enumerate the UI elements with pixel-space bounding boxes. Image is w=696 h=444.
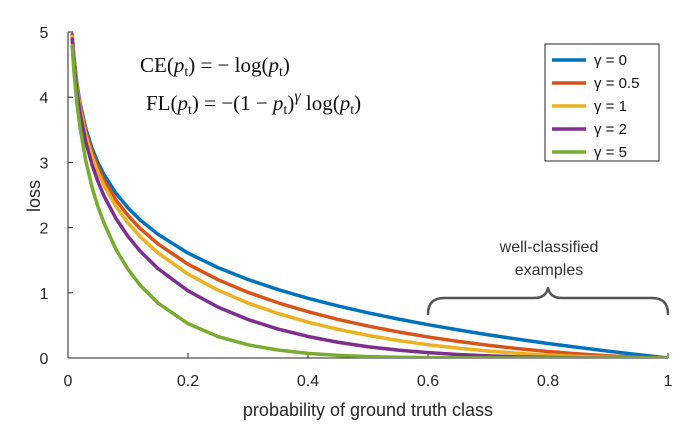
y-tick-label: 1 (40, 286, 49, 303)
y-tick-label: 5 (40, 25, 49, 42)
y-tick-label: 4 (40, 90, 49, 107)
x-tick-label: 0.8 (537, 373, 559, 390)
x-axis-label: probability of ground truth class (243, 400, 493, 420)
x-tick-label: 0.2 (177, 373, 199, 390)
x-tick-label: 1 (664, 373, 673, 390)
fl-formula: FL(pt) = −(1 − pt)γ log(pt) (146, 88, 361, 118)
legend-box (544, 43, 660, 162)
axis-ticks: 0 0.2 0.4 0.6 0.8 1 0 1 2 3 4 5 (40, 25, 673, 390)
legend-label: γ = 2 (594, 121, 627, 138)
legend-label: γ = 1 (594, 98, 627, 115)
x-tick-label: 0.6 (417, 373, 439, 390)
series-line-gamma-5 (70, 43, 668, 358)
legend-label: γ = 0.5 (594, 75, 639, 92)
ce-formula: CE(pt) = − log(pt) (140, 53, 290, 80)
y-tick-label: 0 (40, 351, 49, 368)
series-line-gamma-1 (70, 35, 668, 358)
x-tick-label: 0.4 (297, 373, 319, 390)
y-tick-label: 2 (40, 221, 49, 238)
x-tick-label: 0 (64, 373, 73, 390)
y-tick-label: 3 (40, 155, 49, 172)
annotation-line-2: examples (515, 262, 583, 279)
series-lines (70, 32, 668, 358)
legend-label: γ = 0 (594, 52, 627, 69)
legend: γ = 0 γ = 0.5 γ = 1 γ = 2 γ = 5 (552, 52, 639, 161)
y-axis-label: loss (24, 180, 44, 212)
legend-label: γ = 5 (594, 144, 627, 161)
annotation-brace (426, 286, 670, 316)
annotation-line-1: well-classified (499, 239, 599, 256)
